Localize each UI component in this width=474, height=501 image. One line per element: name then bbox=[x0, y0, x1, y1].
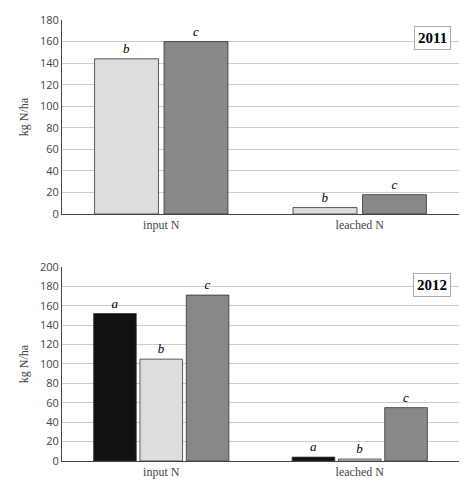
svg-text:60: 60 bbox=[46, 395, 59, 410]
svg-text:60: 60 bbox=[46, 141, 59, 156]
svg-text:20: 20 bbox=[46, 184, 59, 199]
svg-text:2011: 2011 bbox=[418, 30, 447, 46]
svg-text:kg N/ha: kg N/ha bbox=[17, 97, 31, 136]
svg-text:80: 80 bbox=[46, 120, 59, 135]
svg-text:140: 140 bbox=[40, 317, 59, 332]
svg-text:a: a bbox=[310, 439, 317, 454]
svg-text:b: b bbox=[158, 341, 165, 356]
svg-text:120: 120 bbox=[40, 336, 59, 351]
svg-text:c: c bbox=[193, 24, 199, 39]
svg-text:20: 20 bbox=[46, 433, 59, 448]
svg-text:40: 40 bbox=[46, 163, 59, 178]
svg-text:leached N: leached N bbox=[336, 465, 385, 479]
svg-text:180: 180 bbox=[40, 278, 59, 293]
svg-text:180: 180 bbox=[40, 12, 59, 27]
svg-text:kg N/ha: kg N/ha bbox=[17, 344, 31, 383]
svg-text:120: 120 bbox=[40, 77, 59, 92]
svg-text:140: 140 bbox=[40, 55, 59, 70]
svg-text:160: 160 bbox=[40, 33, 59, 48]
svg-text:200: 200 bbox=[40, 259, 59, 274]
svg-text:b: b bbox=[322, 190, 329, 205]
svg-text:0: 0 bbox=[53, 453, 59, 468]
svg-text:input N: input N bbox=[143, 218, 180, 232]
svg-text:b: b bbox=[356, 441, 363, 456]
svg-text:a: a bbox=[111, 296, 118, 311]
svg-text:leached N: leached N bbox=[336, 218, 385, 232]
svg-text:c: c bbox=[391, 177, 397, 192]
svg-text:0: 0 bbox=[53, 206, 59, 221]
svg-text:40: 40 bbox=[46, 414, 59, 429]
svg-text:80: 80 bbox=[46, 375, 59, 390]
svg-text:input N: input N bbox=[143, 465, 180, 479]
svg-text:100: 100 bbox=[40, 98, 59, 113]
svg-text:c: c bbox=[205, 277, 211, 292]
svg-text:c: c bbox=[403, 390, 409, 405]
svg-text:100: 100 bbox=[40, 356, 59, 371]
svg-text:160: 160 bbox=[40, 298, 59, 313]
svg-text:b: b bbox=[123, 41, 130, 56]
svg-text:2012: 2012 bbox=[417, 277, 447, 293]
